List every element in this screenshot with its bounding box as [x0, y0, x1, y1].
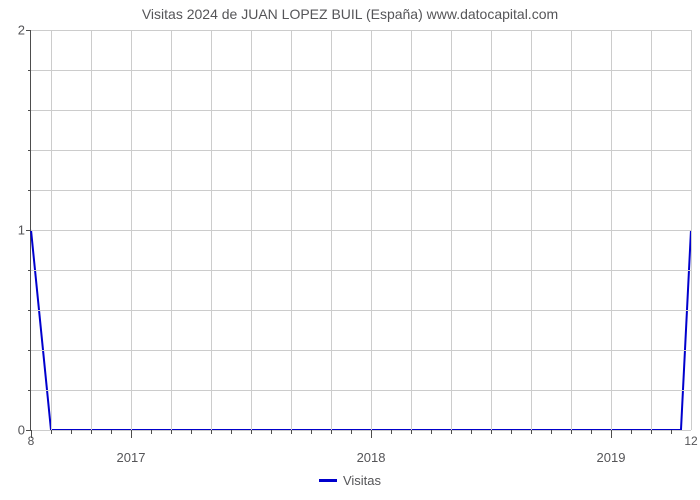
y-minor-tick-mark	[28, 110, 31, 111]
x-major-tick-mark	[31, 430, 32, 438]
x-tick-label: 2019	[597, 430, 626, 465]
x-minor-tick-mark	[331, 430, 332, 434]
chart-title: Visitas 2024 de JUAN LOPEZ BUIL (España)…	[0, 6, 700, 22]
grid-line-v	[411, 30, 412, 430]
x-minor-tick-mark	[551, 430, 552, 434]
grid-line-v	[331, 30, 332, 430]
x-minor-tick-mark	[451, 430, 452, 434]
x-minor-tick-mark	[411, 430, 412, 434]
grid-line-v	[571, 30, 572, 430]
grid-line-v	[531, 30, 532, 430]
legend-item-visitas: Visitas	[319, 473, 381, 488]
x-minor-tick-mark	[91, 430, 92, 434]
x-minor-tick-mark	[531, 430, 532, 434]
y-minor-tick-mark	[28, 310, 31, 311]
y-minor-tick-mark	[28, 190, 31, 191]
x-minor-tick-mark	[71, 430, 72, 434]
legend-label: Visitas	[343, 473, 381, 488]
x-minor-tick-mark	[51, 430, 52, 434]
x-minor-tick-mark	[271, 430, 272, 434]
y-minor-tick-mark	[28, 350, 31, 351]
legend: Visitas	[0, 470, 700, 488]
grid-line-v	[51, 30, 52, 430]
y-minor-tick-mark	[28, 390, 31, 391]
grid-line-v	[651, 30, 652, 430]
legend-swatch	[319, 479, 337, 482]
x-minor-tick-mark	[471, 430, 472, 434]
x-secondary-tick-label: 12	[684, 430, 697, 448]
grid-line-v	[491, 30, 492, 430]
x-minor-tick-mark	[491, 430, 492, 434]
grid-line-v	[291, 30, 292, 430]
x-minor-tick-mark	[651, 430, 652, 434]
x-minor-tick-mark	[671, 430, 672, 434]
x-minor-tick-mark	[311, 430, 312, 434]
x-minor-tick-mark	[191, 430, 192, 434]
x-minor-tick-mark	[431, 430, 432, 434]
plot-area: 012812201720182019	[30, 30, 691, 431]
x-minor-tick-mark	[111, 430, 112, 434]
grid-line-v	[171, 30, 172, 430]
y-minor-tick-mark	[28, 150, 31, 151]
grid-line-v	[91, 30, 92, 430]
y-tick-mark	[26, 230, 31, 231]
chart-container: { "chart": { "type": "line", "title": "V…	[0, 0, 700, 500]
grid-line-v	[251, 30, 252, 430]
grid-line-v	[131, 30, 132, 430]
x-minor-tick-mark	[151, 430, 152, 434]
grid-line-v	[451, 30, 452, 430]
x-tick-label: 2018	[357, 430, 386, 465]
y-minor-tick-mark	[28, 270, 31, 271]
grid-line-v	[211, 30, 212, 430]
grid-line-v	[691, 30, 692, 430]
x-minor-tick-mark	[251, 430, 252, 434]
x-minor-tick-mark	[351, 430, 352, 434]
x-minor-tick-mark	[631, 430, 632, 434]
x-minor-tick-mark	[171, 430, 172, 434]
x-minor-tick-mark	[591, 430, 592, 434]
x-minor-tick-mark	[211, 430, 212, 434]
y-tick-mark	[26, 30, 31, 31]
x-minor-tick-mark	[571, 430, 572, 434]
grid-line-v	[371, 30, 372, 430]
y-minor-tick-mark	[28, 70, 31, 71]
x-minor-tick-mark	[391, 430, 392, 434]
grid-line-v	[611, 30, 612, 430]
x-minor-tick-mark	[231, 430, 232, 434]
x-minor-tick-mark	[511, 430, 512, 434]
x-tick-label: 2017	[117, 430, 146, 465]
x-minor-tick-mark	[291, 430, 292, 434]
